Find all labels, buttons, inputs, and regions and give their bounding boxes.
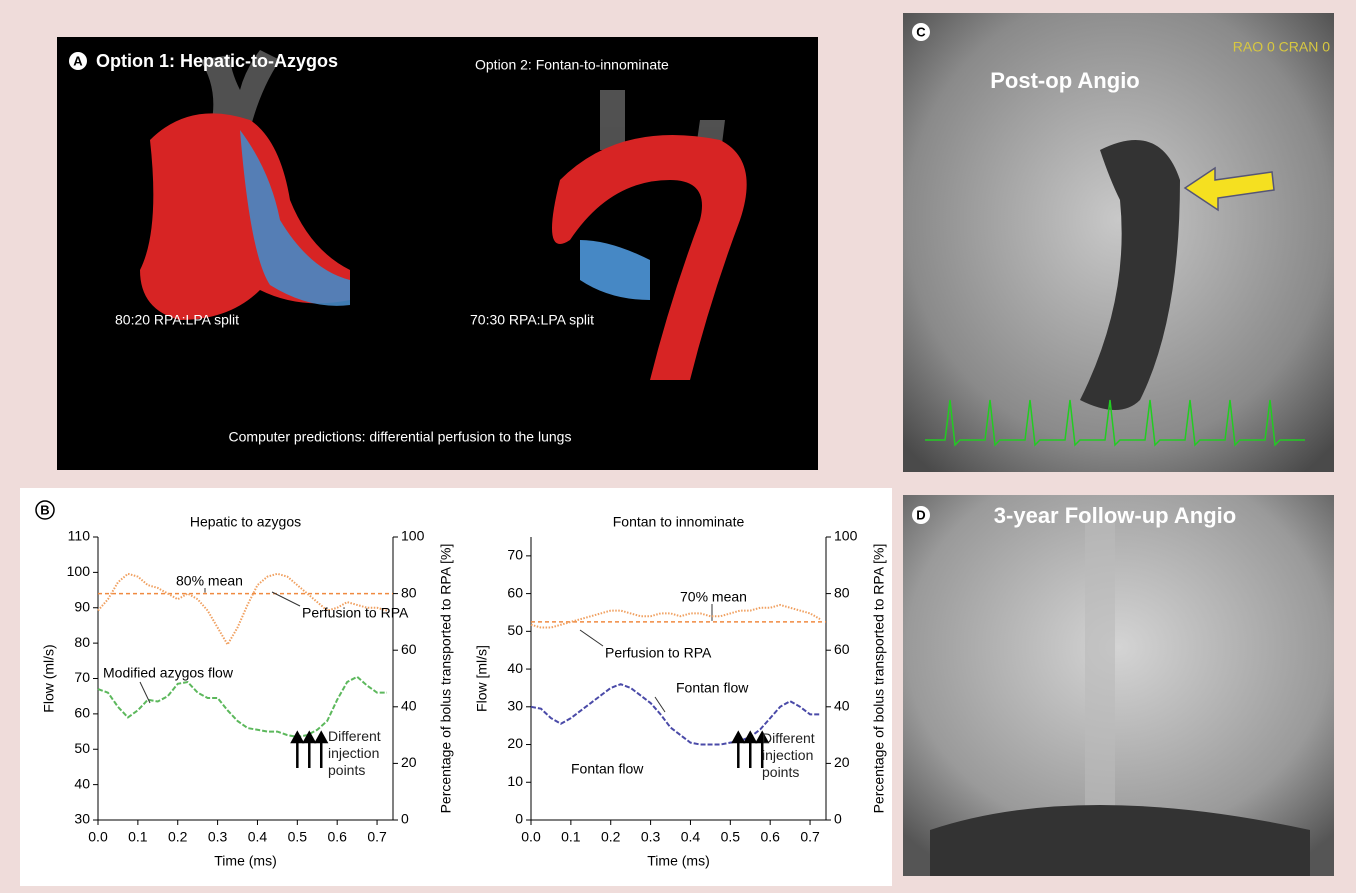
caption: Computer predictions: differential perfu… bbox=[229, 429, 572, 445]
y-tick-label: 70 bbox=[74, 669, 90, 685]
y-tick-label: 60 bbox=[507, 584, 523, 600]
chart-title: Hepatic to azygos bbox=[190, 514, 301, 530]
y-tick-label: 50 bbox=[507, 622, 523, 638]
option-title: Option 2: Fontan-to-innominate bbox=[475, 57, 669, 73]
y2-tick-label: 80 bbox=[401, 584, 417, 600]
series-label: Perfusion to RPA bbox=[302, 605, 409, 621]
x-tick-label: 0.4 bbox=[248, 829, 268, 845]
x-axis-label: Time (ms) bbox=[647, 853, 709, 869]
y-tick-label: 40 bbox=[74, 775, 90, 791]
y-axis-label: Flow (ml/s) bbox=[41, 644, 57, 712]
x-tick-label: 0.6 bbox=[327, 829, 347, 845]
x-tick-label: 0.4 bbox=[681, 829, 701, 845]
x-tick-label: 0.0 bbox=[521, 829, 541, 845]
y2-tick-label: 100 bbox=[401, 528, 425, 544]
y2-tick-label: 80 bbox=[834, 584, 850, 600]
y-tick-label: 70 bbox=[507, 547, 523, 563]
mean-label: 80% mean bbox=[176, 573, 243, 589]
y2-tick-label: 40 bbox=[401, 698, 417, 714]
y-tick-label: 50 bbox=[74, 740, 90, 756]
y-tick-label: 40 bbox=[507, 660, 523, 676]
x-tick-label: 0.2 bbox=[168, 829, 188, 845]
y-tick-label: 90 bbox=[74, 598, 90, 614]
series-label: Perfusion to RPA bbox=[605, 645, 712, 661]
x-tick-label: 0.5 bbox=[288, 829, 308, 845]
x-tick-label: 0.7 bbox=[367, 829, 387, 845]
view-angle: RAO 0 CRAN 0 bbox=[1233, 39, 1330, 55]
y2-tick-label: 0 bbox=[834, 811, 842, 827]
x-tick-label: 0.7 bbox=[800, 829, 820, 845]
mean-label: 70% mean bbox=[680, 589, 747, 605]
x-tick-label: 0.3 bbox=[641, 829, 661, 845]
series-label: Fontan flow bbox=[676, 680, 749, 696]
annotation: Fontan flow bbox=[571, 761, 644, 777]
x-tick-label: 0.2 bbox=[601, 829, 621, 845]
y-tick-label: 10 bbox=[507, 773, 523, 789]
y2-tick-label: 0 bbox=[401, 811, 409, 827]
chart-title: Fontan to innominate bbox=[613, 514, 745, 530]
x-tick-label: 0.6 bbox=[760, 829, 780, 845]
panel-label: D bbox=[916, 507, 925, 522]
x-tick-label: 0.1 bbox=[128, 829, 148, 845]
panel-label: A bbox=[73, 53, 83, 68]
x-tick-label: 0.0 bbox=[88, 829, 108, 845]
panel-label: C bbox=[916, 24, 926, 39]
y-tick-label: 0 bbox=[515, 811, 523, 827]
y2-axis-label: Percentage of bolus transported to RPA [… bbox=[438, 544, 454, 814]
panel-b bbox=[20, 488, 892, 886]
split-label: 80:20 RPA:LPA split bbox=[115, 312, 239, 328]
figure: A Option 1: Hepatic-to-Azygos Option 2: … bbox=[0, 0, 1356, 893]
y-tick-label: 20 bbox=[507, 735, 523, 751]
panel-title: Post-op Angio bbox=[990, 68, 1140, 93]
y-tick-label: 60 bbox=[74, 705, 90, 721]
y2-tick-label: 100 bbox=[834, 528, 858, 544]
x-axis-label: Time (ms) bbox=[214, 853, 276, 869]
split-label: 70:30 RPA:LPA split bbox=[470, 312, 594, 328]
panel-title: 3-year Follow-up Angio bbox=[994, 503, 1236, 528]
x-tick-label: 0.5 bbox=[721, 829, 741, 845]
option-title: Option 1: Hepatic-to-Azygos bbox=[96, 51, 338, 71]
figure-canvas: A Option 1: Hepatic-to-Azygos Option 2: … bbox=[0, 0, 1356, 893]
y2-tick-label: 60 bbox=[401, 641, 417, 657]
y-tick-label: 80 bbox=[74, 634, 90, 650]
y2-tick-label: 40 bbox=[834, 698, 850, 714]
y-tick-label: 110 bbox=[68, 528, 91, 544]
panel-label: B bbox=[40, 502, 49, 517]
x-tick-label: 0.3 bbox=[208, 829, 228, 845]
y2-tick-label: 60 bbox=[834, 641, 850, 657]
y-tick-label: 30 bbox=[74, 811, 90, 827]
y-tick-label: 100 bbox=[67, 563, 91, 579]
injection-label: Different injection points bbox=[328, 728, 408, 779]
y-tick-label: 30 bbox=[507, 698, 523, 714]
injection-label: Different injection points bbox=[762, 730, 842, 781]
y-axis-label: Flow [ml/s] bbox=[474, 645, 490, 712]
y2-axis-label: Percentage of bolus transported to RPA [… bbox=[871, 544, 887, 814]
series-label: Modified azygos flow bbox=[103, 665, 234, 681]
x-tick-label: 0.1 bbox=[561, 829, 581, 845]
